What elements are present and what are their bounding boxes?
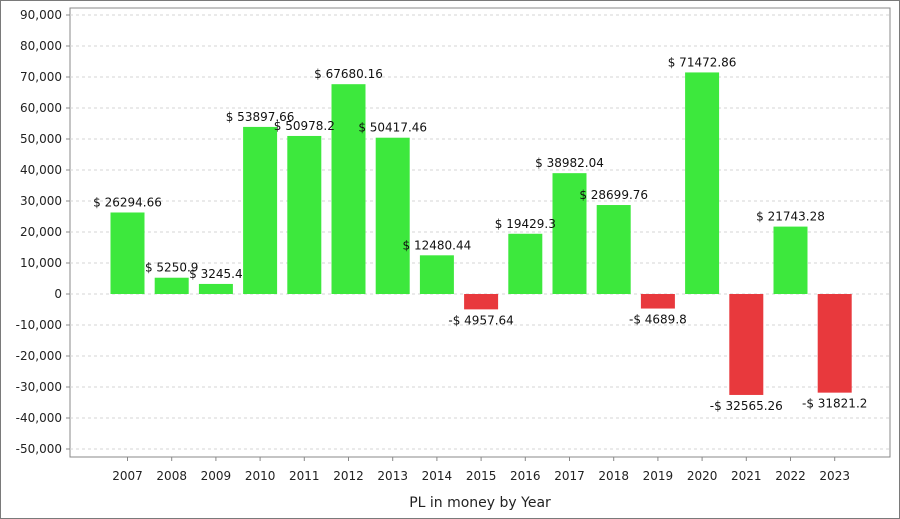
data-label: $ 71472.86 xyxy=(668,55,737,69)
bar-2023 xyxy=(817,294,852,393)
x-tick-label: 2011 xyxy=(289,469,320,483)
bar-2021 xyxy=(729,294,764,395)
x-tick-label: 2009 xyxy=(201,469,232,483)
bar-2016 xyxy=(508,233,543,294)
bar-2018 xyxy=(596,205,631,294)
bar-2017 xyxy=(552,173,587,294)
data-label: $ 3245.4 xyxy=(189,267,242,281)
y-tick-label: 30,000 xyxy=(20,194,62,208)
y-tick-label: -40,000 xyxy=(16,411,62,425)
bar-2014 xyxy=(419,255,454,294)
x-tick-label: 2007 xyxy=(112,469,143,483)
bar-2008 xyxy=(154,277,189,294)
x-tick-label: 2016 xyxy=(510,469,541,483)
y-tick-label: -30,000 xyxy=(16,380,62,394)
x-axis-title: PL in money by Year xyxy=(409,495,551,511)
bar-2011 xyxy=(287,135,322,294)
data-label: -$ 31821.2 xyxy=(802,397,867,411)
y-tick-label: 60,000 xyxy=(20,101,62,115)
data-label: $ 19429.3 xyxy=(495,217,556,231)
y-tick-label: 40,000 xyxy=(20,163,62,177)
y-tick-label: 10,000 xyxy=(20,256,62,270)
data-labels: $ 26294.66$ 5250.9$ 3245.4$ 53897.66$ 50… xyxy=(93,55,867,413)
data-label: $ 53897.66 xyxy=(226,110,295,124)
bar-2022 xyxy=(773,226,808,294)
bars xyxy=(110,72,852,395)
bar-2015 xyxy=(464,294,499,310)
bar-2019 xyxy=(640,294,675,309)
data-label: $ 38982.04 xyxy=(535,156,604,170)
data-label: $ 5250.9 xyxy=(145,261,198,275)
y-tick-label: 20,000 xyxy=(20,225,62,239)
y-tick-label: 80,000 xyxy=(20,39,62,53)
bar-2007 xyxy=(110,212,145,294)
x-tick-label: 2014 xyxy=(422,469,453,483)
data-label: $ 50978.2 xyxy=(274,119,335,133)
data-label: $ 12480.44 xyxy=(403,238,472,252)
bar-2010 xyxy=(243,126,278,294)
data-label: -$ 4689.8 xyxy=(629,313,687,327)
bar-2012 xyxy=(331,84,366,295)
x-tick-label: 2010 xyxy=(245,469,276,483)
x-tick-label: 2023 xyxy=(819,469,850,483)
y-tick-label: 90,000 xyxy=(20,8,62,22)
x-tick-label: 2015 xyxy=(466,469,497,483)
bar-2013 xyxy=(375,137,410,294)
y-tick-label: -50,000 xyxy=(16,442,62,456)
x-axis: 2007 2008 2009 2010 2011 2012 2013 2014 2015 2016… xyxy=(112,457,850,483)
y-tick-label: 0 xyxy=(54,287,62,301)
data-label: -$ 32565.26 xyxy=(710,399,783,413)
data-label: $ 67680.16 xyxy=(314,67,383,81)
x-tick-label: 2008 xyxy=(156,469,187,483)
data-label: -$ 4957.64 xyxy=(448,313,513,327)
y-axis: 90,000 80,000 70,000 60,000 50,000 40,000 30,0… xyxy=(16,8,70,456)
data-label: $ 26294.66 xyxy=(93,195,162,209)
data-label: $ 28699.76 xyxy=(579,188,648,202)
bar-2020 xyxy=(685,72,720,294)
x-tick-label: 2020 xyxy=(687,469,718,483)
y-tick-label: -20,000 xyxy=(16,349,62,363)
y-tick-label: -10,000 xyxy=(16,318,62,332)
x-tick-label: 2012 xyxy=(333,469,364,483)
y-tick-label: 70,000 xyxy=(20,70,62,84)
x-tick-label: 2013 xyxy=(377,469,408,483)
x-tick-label: 2021 xyxy=(731,469,762,483)
x-tick-label: 2018 xyxy=(598,469,629,483)
x-tick-label: 2017 xyxy=(554,469,585,483)
x-tick-label: 2022 xyxy=(775,469,806,483)
x-tick-label: 2019 xyxy=(643,469,674,483)
data-label: $ 50417.46 xyxy=(358,121,427,135)
y-tick-label: 50,000 xyxy=(20,132,62,146)
bar-2009 xyxy=(198,283,233,294)
data-label: $ 21743.28 xyxy=(756,210,825,224)
